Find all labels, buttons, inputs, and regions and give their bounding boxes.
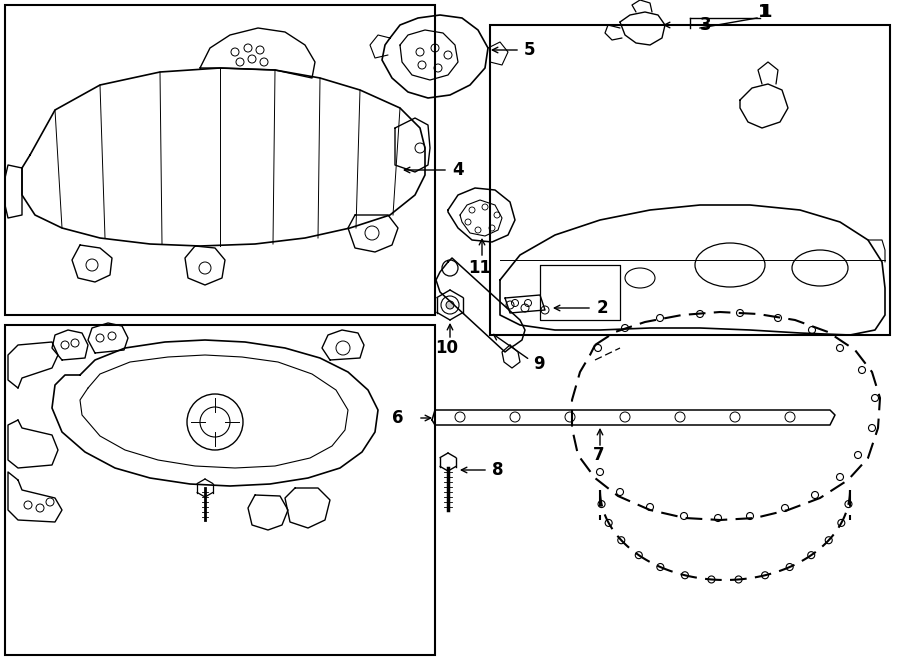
Bar (490, 25, 890, 335)
Text: 11: 11 (468, 259, 491, 277)
Text: 1: 1 (760, 3, 772, 21)
Text: 7: 7 (593, 446, 605, 464)
Bar (5, 5, 435, 315)
Circle shape (446, 301, 454, 309)
Text: 5: 5 (524, 41, 536, 59)
Text: 10: 10 (435, 339, 458, 357)
Text: 4: 4 (452, 161, 464, 179)
Text: 9: 9 (533, 355, 544, 373)
Text: 1: 1 (758, 3, 770, 21)
Text: 2: 2 (597, 299, 608, 317)
Text: 6: 6 (392, 409, 403, 427)
Text: 3: 3 (700, 16, 712, 34)
Text: 8: 8 (492, 461, 503, 479)
Bar (5, 325, 435, 655)
